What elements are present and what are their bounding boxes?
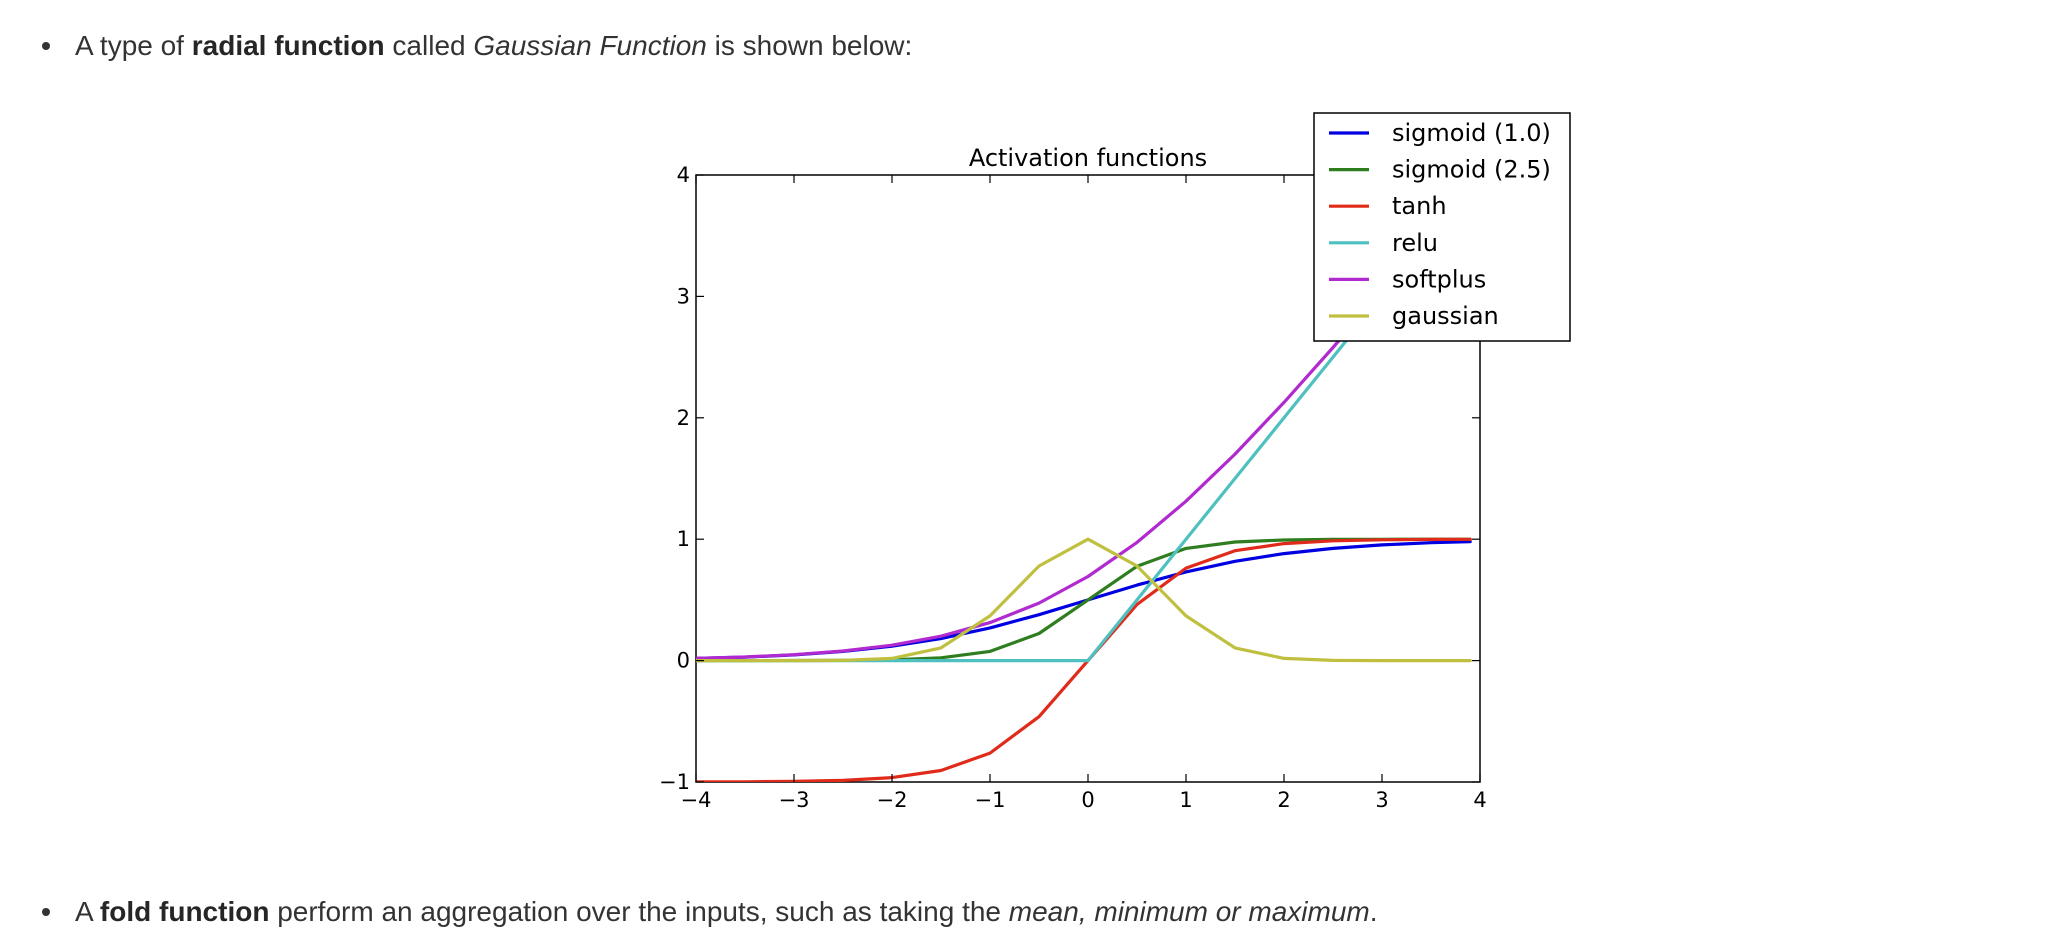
x-tick-label: 2 [1277,788,1290,812]
text-part: . [1369,896,1378,927]
y-tick-label: 3 [677,284,690,308]
text-part: perform an aggregation over the inputs, … [269,896,1009,927]
bullet-text: A fold function perform an aggregation o… [75,895,1378,929]
text-part: A type of [75,30,192,61]
x-tick-label: −2 [877,788,908,812]
legend: sigmoid (1.0) sigmoid (2.5) tanh relu softpl… [1313,112,1571,342]
bullet-text: A type of radial function called Gaussia… [75,29,912,63]
legend-label: sigmoid (1.0) [1392,119,1551,147]
legend-label: tanh [1392,192,1447,220]
text-part: called [384,30,474,61]
series-line-gaussian [696,537,1472,663]
chart-title: Activation functions [969,144,1207,172]
y-tick-label: 2 [677,406,690,430]
y-tick-label: −1 [659,770,690,794]
text-part-italic: mean, minimum or maximum [1008,896,1370,927]
y-tick-label: 0 [677,649,690,673]
x-tick-label: −1 [975,788,1006,812]
text-part: A [75,896,100,927]
x-tick-label: 0 [1081,788,1094,812]
x-tick-label: −3 [779,788,810,812]
y-tick-label: 4 [677,163,690,187]
x-tick-label: −4 [681,788,712,812]
x-tick-label: 3 [1375,788,1388,812]
axis-ticks: −4 −3 −2 −1 0 1 2 3 4 −1 0 1 2 3 4 [659,163,1487,812]
activation-functions-chart: −4 −3 −2 −1 0 1 2 3 4 −1 0 1 2 3 4 Activation function… [659,112,1571,812]
text-part-bold: fold function [99,896,270,927]
legend-label: relu [1392,229,1438,257]
legend-label: softplus [1392,265,1486,293]
text-part: is shown below: [706,30,913,61]
text-part-bold: radial function [191,30,385,61]
bullet-dot [42,908,50,916]
text-part-italic: Gaussian Function [473,30,707,61]
x-tick-label: 1 [1179,788,1192,812]
legend-label: sigmoid (2.5) [1392,156,1551,184]
bullet-dot [42,42,50,50]
legend-box [1313,112,1571,342]
legend-label: gaussian [1392,302,1499,330]
x-tick-label: 4 [1473,788,1486,812]
y-tick-label: 1 [677,527,690,551]
